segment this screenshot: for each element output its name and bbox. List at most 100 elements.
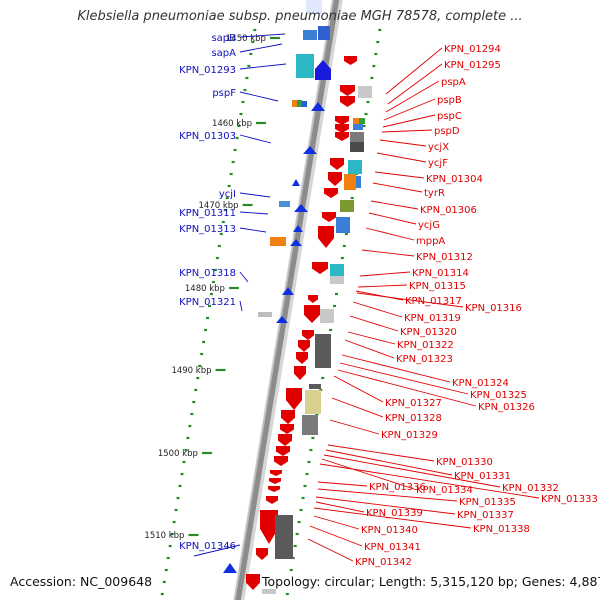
leader-line (239, 271, 249, 283)
gene-label-KPN_01334[interactable]: KPN_01334 (416, 485, 473, 496)
gene-block (353, 124, 363, 130)
gene-label-KPN_01340[interactable]: KPN_01340 (361, 525, 418, 536)
gene-label-pspB[interactable]: pspB (437, 95, 462, 106)
leader-line (317, 481, 368, 487)
gene-label-KPN_01324[interactable]: KPN_01324 (452, 378, 509, 389)
gene-label-ycjX[interactable]: ycjX (428, 142, 449, 153)
gene-label-KPN_01337[interactable]: KPN_01337 (457, 510, 514, 521)
accession-text: Accession: NC_009648 (8, 574, 155, 589)
leader-line (239, 63, 287, 70)
leader-line (239, 43, 283, 53)
gene-label-tyrR[interactable]: tyrR (424, 188, 445, 199)
gene-label-KPN_01326[interactable]: KPN_01326 (478, 402, 535, 413)
gene-label-KPN_01314[interactable]: KPN_01314 (412, 268, 469, 279)
forward-gene-arrow (303, 146, 317, 154)
gene-block (258, 312, 272, 317)
gene-label-KPN_01316[interactable]: KPN_01316 (465, 303, 522, 314)
gene-block (270, 237, 286, 246)
leader-line (365, 227, 415, 241)
reverse-gene-arrow (328, 172, 342, 186)
gene-label-ycjI[interactable]: ycjI (219, 189, 236, 200)
leader-line (239, 300, 243, 312)
gene-label-KPN_01341[interactable]: KPN_01341 (364, 542, 421, 553)
gene-label-KPN_01303[interactable]: KPN_01303 (179, 131, 236, 142)
gene-label-KPN_01295[interactable]: KPN_01295 (444, 60, 501, 71)
map-title: Klebsiella pneumoniae subsp. pneumoniae … (77, 9, 523, 24)
gene-label-ycjG[interactable]: ycjG (418, 220, 440, 231)
gene-block (320, 309, 334, 323)
gene-label-KPN_01335[interactable]: KPN_01335 (459, 497, 516, 508)
gene-label-KPN_01293[interactable]: KPN_01293 (179, 65, 236, 76)
leader-line (387, 63, 443, 105)
gene-label-ycjF[interactable]: ycjF (428, 158, 448, 169)
gene-label-KPN_01323[interactable]: KPN_01323 (396, 354, 453, 365)
gene-label-KPN_01333[interactable]: KPN_01333 (541, 494, 598, 505)
gene-label-KPN_01304[interactable]: KPN_01304 (426, 174, 483, 185)
gene-label-KPN_01306[interactable]: KPN_01306 (420, 205, 477, 216)
leader-line (319, 463, 540, 499)
gene-block (306, 0, 322, 14)
gene-label-KPN_01320[interactable]: KPN_01320 (400, 327, 457, 338)
gene-label-pspF[interactable]: pspF (212, 88, 236, 99)
gene-label-KPN_01329[interactable]: KPN_01329 (381, 430, 438, 441)
gene-label-KPN_01330[interactable]: KPN_01330 (436, 457, 493, 468)
gene-label-KPN_01312[interactable]: KPN_01312 (416, 252, 473, 263)
scale-label: 1460 kbp (212, 119, 252, 129)
gene-label-pspC[interactable]: pspC (437, 111, 462, 122)
gene-block (309, 384, 321, 389)
leader-line (323, 454, 501, 488)
gene-label-KPN_01328[interactable]: KPN_01328 (385, 413, 442, 424)
leader-line (344, 339, 395, 359)
leader-line (325, 449, 453, 476)
gene-block (303, 30, 317, 40)
gene-label-sapA[interactable]: sapA (211, 48, 236, 59)
reverse-gene-arrow (286, 388, 302, 410)
gene-label-KPN_01336[interactable]: KPN_01336 (369, 482, 426, 493)
gene-label-KPN_01327[interactable]: KPN_01327 (385, 398, 442, 409)
gene-label-pspA[interactable]: pspA (441, 77, 466, 88)
gene-label-KPN_01332[interactable]: KPN_01332 (502, 483, 559, 494)
scale-label: 1470 kbp (199, 201, 239, 211)
gene-label-KPN_01339[interactable]: KPN_01339 (366, 508, 423, 519)
leader-line (315, 501, 365, 513)
forward-gene-arrow (223, 563, 237, 573)
reverse-gene-arrow (302, 330, 314, 340)
gene-label-KPN_01319[interactable]: KPN_01319 (404, 313, 461, 324)
gene-label-sapB[interactable]: sapB (211, 33, 236, 44)
leader-line (352, 301, 403, 318)
gene-label-KPN_01294[interactable]: KPN_01294 (444, 44, 501, 55)
gene-label-KPN_01331[interactable]: KPN_01331 (454, 471, 511, 482)
leader-line (368, 212, 417, 225)
leader-line (327, 444, 435, 462)
gene-label-KPN_01315[interactable]: KPN_01315 (409, 281, 466, 292)
reverse-gene-arrow (266, 496, 278, 504)
leader-line (372, 182, 423, 193)
gene-label-KPN_01313[interactable]: KPN_01313 (179, 224, 236, 235)
gene-label-pspD[interactable]: pspD (434, 126, 460, 137)
reverse-gene-arrow (246, 574, 260, 590)
gene-label-mppA[interactable]: mppA (416, 236, 445, 247)
gene-label-KPN_01321[interactable]: KPN_01321 (179, 297, 236, 308)
gene-label-KPN_01322[interactable]: KPN_01322 (397, 340, 454, 351)
leader-line (361, 249, 415, 257)
leader-line (239, 211, 269, 215)
gene-block (353, 118, 359, 124)
reverse-gene-arrow (281, 410, 295, 424)
forward-gene-arrow (293, 225, 303, 232)
gene-block (275, 515, 293, 559)
leader-line (383, 98, 436, 121)
gene-block (279, 201, 290, 207)
gene-label-KPN_01342[interactable]: KPN_01342 (355, 557, 412, 568)
leader-line (339, 362, 469, 395)
chromosome-backbone (232, 0, 343, 604)
gene-label-KPN_01325[interactable]: KPN_01325 (470, 390, 527, 401)
gene-block (344, 174, 356, 190)
gene-label-KPN_01317[interactable]: KPN_01317 (405, 296, 462, 307)
gene-label-KPN_01346[interactable]: KPN_01346 (179, 541, 236, 552)
gene-label-KPN_01311[interactable]: KPN_01311 (179, 208, 236, 219)
forward-gene-arrow (290, 239, 302, 246)
gene-block (348, 160, 362, 174)
gene-label-KPN_01318[interactable]: KPN_01318 (179, 268, 236, 279)
gene-label-KPN_01338[interactable]: KPN_01338 (473, 524, 530, 535)
